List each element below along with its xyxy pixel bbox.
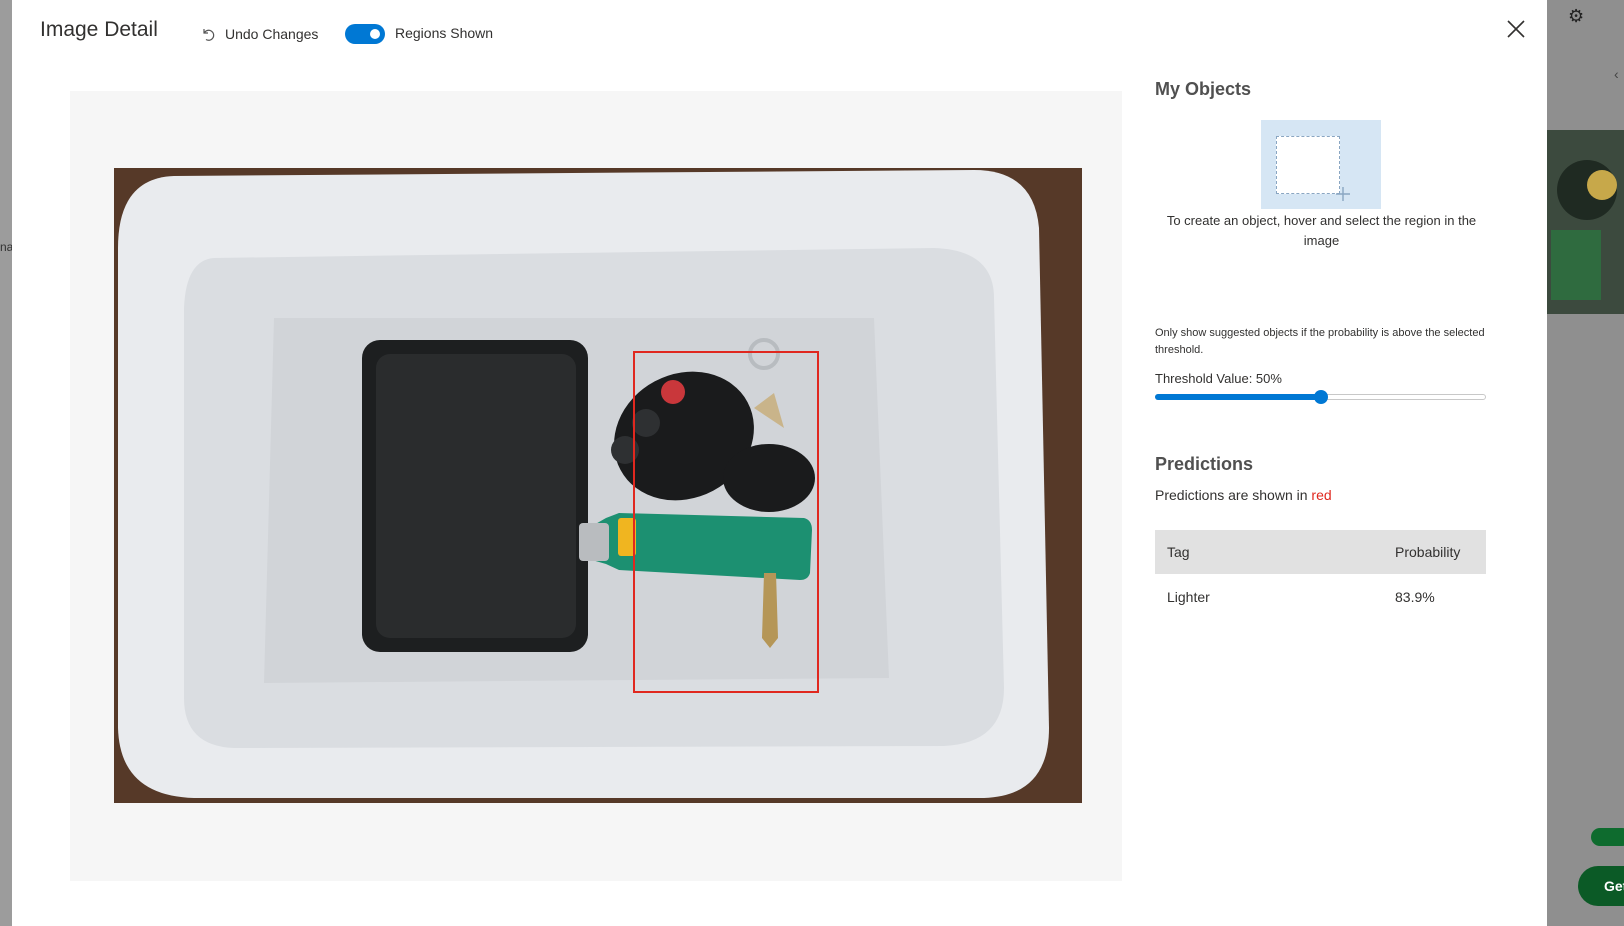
undo-changes-button[interactable]: Undo Changes: [200, 22, 318, 46]
threshold-label: Threshold Value: 50%: [1155, 371, 1282, 386]
undo-changes-label: Undo Changes: [225, 26, 319, 42]
background-get-button[interactable]: Get: [1578, 866, 1624, 906]
predictions-note-color: red: [1311, 487, 1332, 503]
gear-icon[interactable]: ⚙: [1568, 6, 1585, 26]
column-header-probability[interactable]: Probability: [1395, 544, 1461, 560]
my-objects-heading: My Objects: [1155, 79, 1252, 99]
image-canvas[interactable]: [70, 91, 1122, 881]
slider-thumb[interactable]: [1313, 390, 1328, 404]
chevron-left-icon[interactable]: ‹: [1614, 66, 1619, 82]
predictions-note-text: Predictions are shown in: [1155, 487, 1308, 503]
row-probability: 83.9%: [1395, 589, 1435, 605]
row-tag: Lighter: [1167, 589, 1210, 605]
threshold-hint: Only show suggested objects if the proba…: [1155, 327, 1485, 356]
dashed-region-icon: [1276, 136, 1340, 194]
table-row[interactable]: Lighter 83.9%: [1155, 574, 1486, 620]
close-icon[interactable]: [1505, 18, 1527, 40]
undo-icon: [203, 29, 215, 41]
regions-shown-toggle[interactable]: [345, 24, 385, 44]
toggle-knob: [370, 29, 380, 39]
background-thumbnail[interactable]: [1547, 130, 1624, 314]
background-left-strip: [0, 0, 12, 926]
modal-title: Image Detail: [40, 18, 158, 41]
background-left-text: na: [0, 240, 14, 254]
predictions-note: Predictions are shown in red: [1155, 487, 1332, 503]
column-header-tag[interactable]: Tag: [1167, 544, 1190, 560]
background-pill: [1591, 828, 1624, 846]
regions-shown-label: Regions Shown: [395, 25, 494, 41]
threshold-slider[interactable]: [1155, 388, 1486, 406]
image-detail-modal: Image Detail Undo Changes Regions Shown: [12, 0, 1547, 926]
create-object-hint: To create an object, hover and select th…: [1166, 213, 1477, 248]
slider-fill: [1155, 394, 1321, 400]
create-object-tile[interactable]: [1261, 120, 1381, 209]
photo[interactable]: [114, 168, 1082, 803]
tray-photo: [114, 168, 1082, 803]
predictions-heading: Predictions: [1155, 454, 1254, 474]
plus-icon: [1336, 187, 1350, 201]
table-header: Tag Probability: [1155, 530, 1486, 574]
prediction-region-box[interactable]: [633, 351, 819, 693]
predictions-table: Tag Probability Lighter 83.9%: [1155, 530, 1486, 620]
